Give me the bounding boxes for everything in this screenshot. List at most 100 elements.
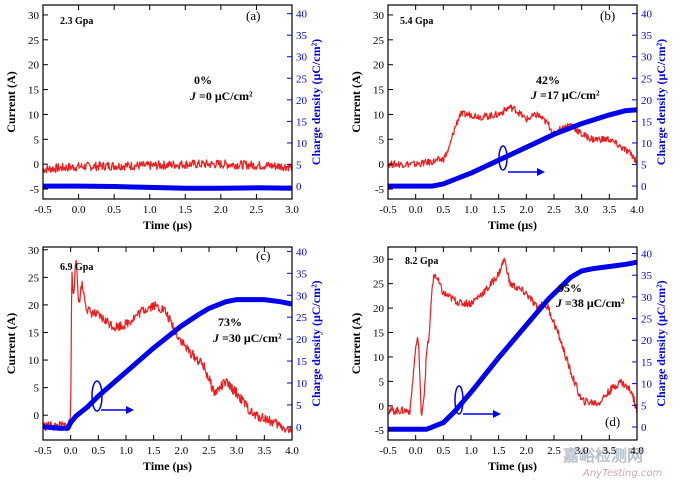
x-tick-label: 0.5 <box>91 445 105 457</box>
x-tick-label: 3.5 <box>602 445 616 457</box>
y-right-tick-label: 35 <box>296 30 308 42</box>
y-left-tick-label: 5 <box>379 134 385 146</box>
watermark: 嘉峪检测网 AnyTesting.com <box>562 446 663 479</box>
x-tick-label: 1.0 <box>119 445 133 457</box>
y-left-tick-label: 0 <box>34 410 40 422</box>
y-right-tick-label: 40 <box>641 9 653 21</box>
y-right-tick-label: 25 <box>296 312 308 324</box>
panel-label: (c) <box>256 248 270 263</box>
y-left-tick-label: 0 <box>379 401 385 413</box>
y-right-axis-label: Charge density (μC/cm²) <box>309 39 323 165</box>
panel-label: (d) <box>605 414 620 429</box>
plot-frame <box>387 246 638 441</box>
y-right-axis-label: Charge density (μC/cm²) <box>654 39 668 165</box>
panel-c: -0.5 0.0 0.5 1.0 1.5 2.0 2.5 3.0 3.5 4.0 0 5 10 15 20 2… <box>4 245 323 473</box>
y-left-axis-label: Current (A) <box>4 313 18 374</box>
x-tick-label: 0.5 <box>436 445 450 457</box>
x-tick-label: 1.5 <box>492 445 506 457</box>
pressure-label: 2.3 Gpa <box>60 16 93 27</box>
y-right-tick-label: 15 <box>296 356 308 368</box>
x-tick-label: -0.5 <box>379 445 397 457</box>
j-symbol: J <box>212 331 222 345</box>
x-tick-label: 0.0 <box>72 204 86 216</box>
x-tick-label: 2.5 <box>547 204 561 216</box>
y-left-tick-label: 20 <box>373 60 385 72</box>
x-tick-label: 0.0 <box>64 445 78 457</box>
y-left-tick-label: 5 <box>34 134 40 146</box>
x-tick-label: 3.0 <box>575 204 589 216</box>
charge-density-value-label: J =0 μC/cm² <box>189 89 253 103</box>
x-axis-label: Time (μs) <box>488 459 537 473</box>
percentage-label: 73% <box>218 315 242 329</box>
current-series-line <box>388 104 637 169</box>
y-left-tick-label: 15 <box>373 85 385 97</box>
x-axis-label: Time (μs) <box>143 459 192 473</box>
y-left-tick-label: 30 <box>373 10 385 22</box>
y-right-tick-label: 5 <box>641 160 647 172</box>
y-left-tick-label: 25 <box>373 279 385 291</box>
y-left-tick-label: 10 <box>28 109 40 121</box>
panel-d: -0.5 0.0 0.5 1.0 1.5 2.0 2.5 3.0 3.5 4.0 -5 0 5 10 15 2… <box>349 246 668 473</box>
x-tick-label: 0.5 <box>436 204 450 216</box>
j-symbol: J <box>189 89 199 103</box>
panel-label: (a) <box>246 8 260 23</box>
percentage-label: 95% <box>558 281 582 295</box>
x-tick-label: 1.0 <box>464 204 478 216</box>
y-right-tick-label: 30 <box>296 52 308 64</box>
x-tick-label: -0.5 <box>379 204 397 216</box>
y-left-tick-label: 15 <box>373 328 385 340</box>
current-series-line <box>388 257 637 416</box>
y-left-tick-label: 30 <box>28 10 40 22</box>
y-right-tick-label: 40 <box>296 9 308 21</box>
x-tick-label: 3.0 <box>230 445 244 457</box>
x-tick-label: 4.0 <box>630 204 644 216</box>
pressure-label: 6.9 Gpa <box>60 262 93 273</box>
x-tick-label: 2.5 <box>250 204 264 216</box>
y-left-tick-label: 10 <box>373 109 385 121</box>
charge-density-series-line <box>388 107 637 189</box>
charge-density-value-label: J =38 μC/cm² <box>555 296 625 310</box>
y-right-tick-label: 25 <box>641 314 653 326</box>
percentage-label: 42% <box>536 73 560 87</box>
y-left-axis-label: Current (A) <box>4 71 18 132</box>
x-tick-label: 2.0 <box>174 445 188 457</box>
charge-density-series-line <box>43 297 292 431</box>
curve-marker-ellipse <box>498 145 508 171</box>
plot-frame <box>42 246 293 441</box>
y-left-tick-label: 20 <box>373 303 385 315</box>
right-axis-arrow-head <box>126 406 134 414</box>
j-value: =30 μC/cm² <box>222 331 282 345</box>
curve-marker-ellipse <box>454 385 464 415</box>
y-left-tick-label: -5 <box>375 425 385 437</box>
y-left-tick-label: 10 <box>28 355 40 367</box>
plot-frame <box>387 4 638 200</box>
y-right-tick-label: 15 <box>641 116 653 128</box>
y-right-axis-label: Charge density (μC/cm²) <box>309 280 323 406</box>
y-right-tick-label: 30 <box>641 52 653 64</box>
x-tick-label: 4.0 <box>630 445 644 457</box>
x-tick-label: 3.5 <box>257 445 271 457</box>
x-axis-label: Time (μs) <box>488 218 537 232</box>
j-symbol: J <box>555 296 565 310</box>
x-tick-label: -0.5 <box>34 204 52 216</box>
x-axis-label: Time (μs) <box>143 218 192 232</box>
j-value: =0 μC/cm² <box>199 89 253 103</box>
y-right-tick-label: 20 <box>641 95 653 107</box>
y-left-tick-label: 20 <box>28 300 40 312</box>
y-right-tick-label: 15 <box>641 357 653 369</box>
charge-density-value-label: J =17 μC/cm² <box>530 88 600 102</box>
y-right-tick-label: 10 <box>641 379 653 391</box>
x-tick-label: 0.0 <box>409 445 423 457</box>
y-left-axis-label: Current (A) <box>349 71 363 132</box>
y-left-tick-label: 0 <box>379 159 385 171</box>
x-tick-label: 2.5 <box>202 445 216 457</box>
curve-marker-ellipse <box>91 380 103 412</box>
y-right-tick-label: 0 <box>296 422 302 434</box>
y-left-tick-label: 5 <box>34 383 40 395</box>
pressure-label: 5.4 Gpa <box>400 16 433 27</box>
y-right-tick-label: 0 <box>641 181 647 193</box>
y-left-tick-label: 30 <box>373 254 385 266</box>
x-tick-label: 2.0 <box>214 204 228 216</box>
y-left-tick-label: 15 <box>28 327 40 339</box>
